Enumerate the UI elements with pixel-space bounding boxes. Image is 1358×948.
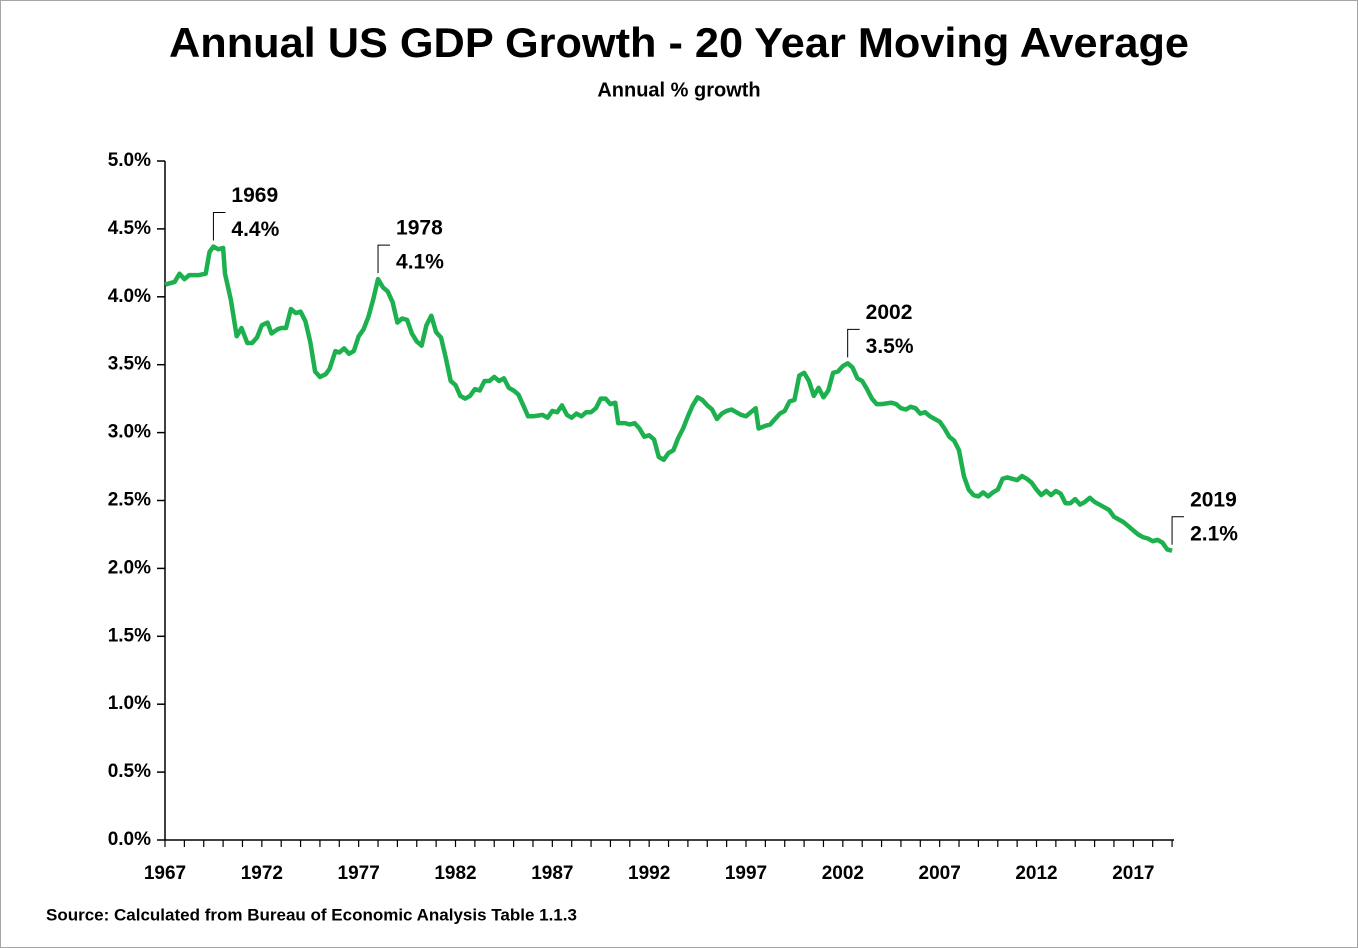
- annotation-label: 1978: [396, 217, 443, 240]
- y-tick-label: 5.0%: [108, 150, 151, 171]
- source-note: Source: Calculated from Bureau of Econom…: [46, 905, 577, 924]
- y-tick-label: 0.5%: [108, 761, 151, 782]
- annotation-value: 3.5%: [866, 335, 914, 358]
- y-tick-label: 3.0%: [108, 422, 151, 443]
- y-tick-label: 4.5%: [108, 218, 151, 239]
- annotation-label: 2002: [866, 301, 913, 324]
- y-tick-label: 1.0%: [108, 693, 151, 714]
- annotation-leader: [847, 328, 860, 358]
- y-tick-label: 3.5%: [108, 354, 151, 375]
- annotation-leader: [377, 244, 391, 274]
- x-tick-label: 1967: [144, 863, 186, 884]
- annotation-label: 1969: [231, 184, 278, 207]
- x-tick-label: 1997: [725, 863, 767, 884]
- annotation-value: 2.1%: [1190, 522, 1238, 545]
- y-tick-label: 2.0%: [108, 557, 151, 578]
- x-tick-label: 2017: [1112, 863, 1154, 884]
- annotation-leader: [1171, 516, 1185, 545]
- x-tick-label: 1977: [338, 863, 380, 884]
- y-tick-label: 2.5%: [108, 490, 151, 511]
- y-tick-label: 0.0%: [108, 829, 151, 850]
- x-tick-label: 2002: [822, 863, 864, 884]
- annotation-leader: [212, 212, 226, 241]
- x-tick-label: 1987: [531, 863, 573, 884]
- x-tick-label: 2012: [1015, 863, 1057, 884]
- x-tick-label: 1992: [628, 863, 670, 884]
- x-tick-label: 1982: [434, 863, 476, 884]
- x-tick-label: 1972: [241, 863, 283, 884]
- x-tick-label: 2007: [919, 863, 961, 884]
- data-line: [164, 244, 1173, 553]
- annotation-value: 4.1%: [396, 251, 444, 274]
- y-tick-label: 1.5%: [108, 625, 151, 646]
- y-tick-label: 4.0%: [108, 286, 151, 307]
- chart-title: Annual US GDP Growth - 20 Year Moving Av…: [169, 19, 1189, 66]
- annotation-value: 4.4%: [231, 218, 279, 241]
- chart-subtitle: Annual % growth: [597, 79, 760, 101]
- annotation-label: 2019: [1190, 488, 1237, 511]
